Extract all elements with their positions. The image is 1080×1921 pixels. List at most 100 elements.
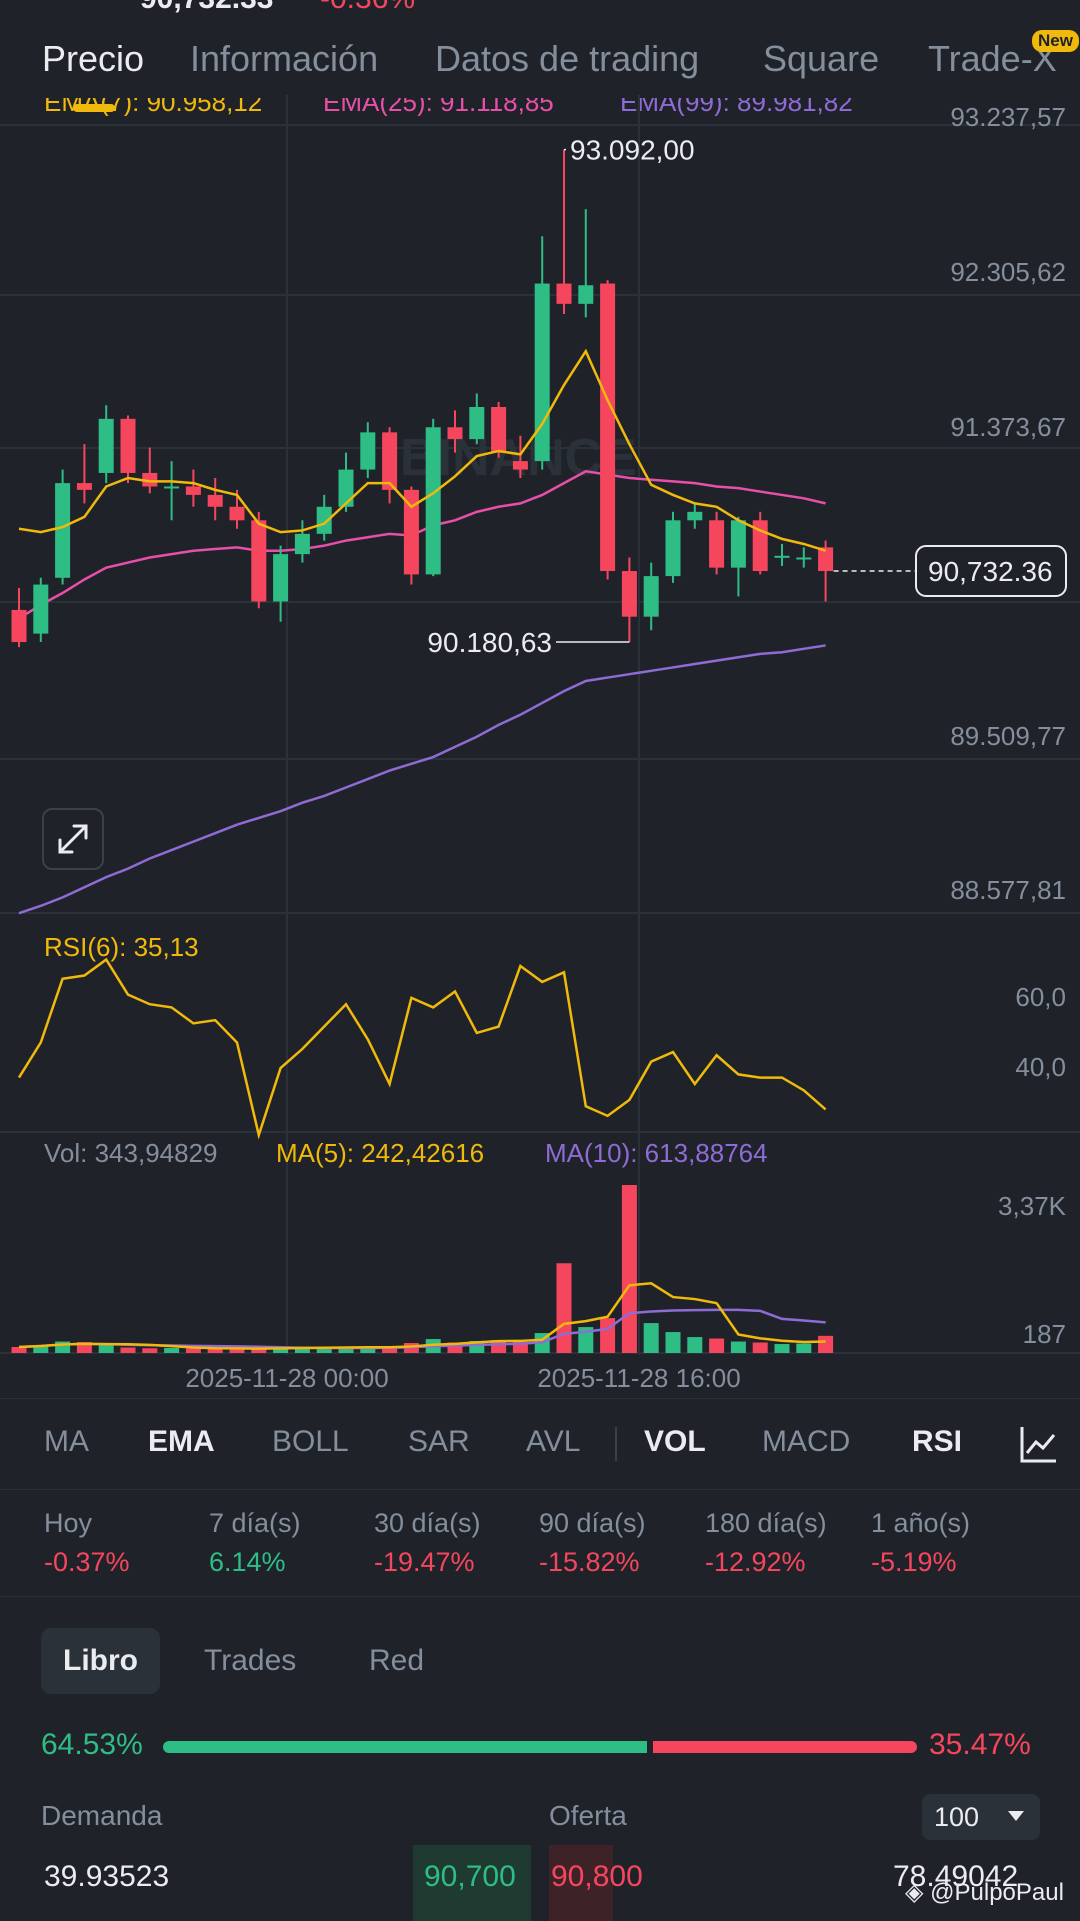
price-axis-label: 89.509,77: [950, 721, 1066, 751]
indicator-avl[interactable]: AVL: [526, 1425, 581, 1458]
volume-bar: [796, 1343, 812, 1353]
ask-ratio-bar: [653, 1741, 917, 1753]
vol-ma10-legend: MA(10): 613,88764: [545, 1138, 768, 1168]
vol-ma10-polyline: [18, 1308, 826, 1350]
ema25-line: [18, 469, 826, 620]
volume-bar: [76, 1342, 92, 1353]
expand-chart-button[interactable]: [42, 808, 104, 870]
high-marker-label: 93.092,00: [570, 135, 695, 166]
tab-precio[interactable]: Precio: [42, 38, 145, 79]
tab-trades[interactable]: Trades: [204, 1644, 297, 1677]
hl-markers: 93.092,00 90.180,63: [427, 135, 694, 658]
candle-body: [578, 285, 594, 304]
candle-body: [142, 472, 158, 487]
candle-body: [164, 486, 180, 489]
candle-body: [207, 494, 223, 507]
top-tabs: Precio Información Datos de trading Squa…: [0, 0, 1080, 112]
chart-grid: [0, 95, 1080, 1355]
candles: [11, 149, 834, 648]
volume-bar: [120, 1347, 136, 1353]
price-axis: 93.237,5792.305,6291.373,6790.441,7289.5…: [950, 102, 1066, 905]
bid-quantity: 39.93523: [44, 1860, 170, 1893]
indicator-rsi[interactable]: RSI: [912, 1425, 963, 1458]
time-axis: 2025-11-28 00:00 2025-11-28 16:00: [185, 1363, 740, 1393]
volume-bar: [251, 1349, 267, 1353]
ema99-line: [18, 644, 826, 915]
ema25-legend: EMA(25): 91.118,85: [323, 98, 554, 116]
indicator-boll[interactable]: BOLL: [272, 1425, 349, 1458]
price-axis-label: 93.237,57: [950, 102, 1066, 132]
volume-bar: [11, 1347, 27, 1353]
indicator-macd[interactable]: MACD: [762, 1425, 851, 1458]
candle-body: [665, 520, 681, 577]
volume-bar: [447, 1342, 463, 1353]
volume-bar: [469, 1341, 485, 1353]
candle-body: [33, 584, 49, 634]
volume-bar: [818, 1335, 834, 1353]
candle-body: [425, 427, 441, 575]
volume-bar: [774, 1344, 790, 1353]
ask-header: Oferta: [549, 1800, 627, 1831]
credit-watermark: ◈ @PulpoPaul: [905, 1878, 1064, 1907]
volume-bar: [578, 1327, 594, 1353]
volume-bar: [33, 1345, 49, 1353]
stat-value-180d: -12.92%: [705, 1547, 806, 1577]
volume-bar: [730, 1341, 746, 1353]
vol-legend: Vol: 343,94829: [44, 1138, 218, 1168]
volume-bar: [55, 1341, 71, 1353]
indicator-separator: [615, 1427, 617, 1461]
tab-libro[interactable]: Libro: [41, 1628, 160, 1694]
low-marker-label: 90.180,63: [427, 627, 552, 658]
tab-informacion[interactable]: Información: [190, 38, 379, 79]
candle-body: [796, 557, 812, 560]
indicator-ma[interactable]: MA: [44, 1425, 89, 1458]
ask-depth-bar: [549, 1845, 613, 1921]
candle-body: [512, 461, 528, 470]
volume-bar: [207, 1348, 223, 1353]
stat-value-30d: -19.47%: [374, 1547, 475, 1577]
candle-body: [360, 432, 376, 470]
candle-body: [818, 547, 834, 572]
credit-text: @PulpoPaul: [930, 1879, 1064, 1906]
volume-bar: [360, 1348, 376, 1353]
candle-body: [120, 418, 136, 473]
volume-axis-label: 187: [1023, 1319, 1066, 1349]
price-axis-label: 88.577,81: [950, 875, 1066, 905]
bid-percentage: 64.53%: [41, 1728, 143, 1761]
tab-red[interactable]: Red: [369, 1644, 425, 1677]
volume-bar: [709, 1338, 725, 1353]
stat-label-7d: 7 día(s): [209, 1508, 301, 1538]
tab-datos-de-trading[interactable]: Datos de trading: [435, 38, 700, 79]
rsi-axis: 60,0 40,0: [1015, 982, 1066, 1082]
time-axis-label: 2025-11-28 00:00: [185, 1363, 388, 1393]
ask-price[interactable]: 90,800: [551, 1860, 643, 1893]
time-axis-label: 2025-11-28 16:00: [537, 1363, 740, 1393]
candle-body: [273, 554, 289, 602]
indicator-bar: MA EMA BOLL SAR AVL VOL MACD RSI: [0, 1398, 1080, 1490]
divider: [0, 1596, 1080, 1597]
indicator-sar[interactable]: SAR: [408, 1425, 470, 1458]
price-chart[interactable]: BINANCE 93.237,5792.305,6291.373,6790.44…: [0, 95, 1080, 1395]
ema99-polyline: [18, 644, 826, 915]
candle-body: [11, 609, 27, 643]
volume-bar: [556, 1263, 572, 1353]
rsi-axis-label: 60,0: [1015, 982, 1066, 1012]
ema25-polyline: [18, 469, 826, 620]
candle-body: [687, 511, 703, 521]
volume-bar: [185, 1348, 201, 1353]
ema7-line: [18, 348, 826, 552]
volume-bar: [273, 1346, 289, 1353]
volume-axis-label: 3,37K: [998, 1191, 1067, 1221]
indicator-vol[interactable]: VOL: [644, 1425, 706, 1458]
rsi-line: [17, 957, 827, 1140]
stat-value-90d: -15.82%: [539, 1547, 640, 1577]
chart-settings-icon[interactable]: [1018, 1423, 1060, 1465]
bid-price[interactable]: 90,700: [424, 1860, 516, 1893]
depth-select[interactable]: 100: [922, 1794, 1040, 1840]
indicator-ema[interactable]: EMA: [148, 1425, 215, 1458]
ask-percentage: 35.47%: [929, 1728, 1031, 1761]
candle-body: [55, 483, 71, 578]
volume-bar: [338, 1347, 354, 1353]
new-badge: New: [1032, 30, 1079, 52]
tab-square[interactable]: Square: [763, 38, 880, 79]
